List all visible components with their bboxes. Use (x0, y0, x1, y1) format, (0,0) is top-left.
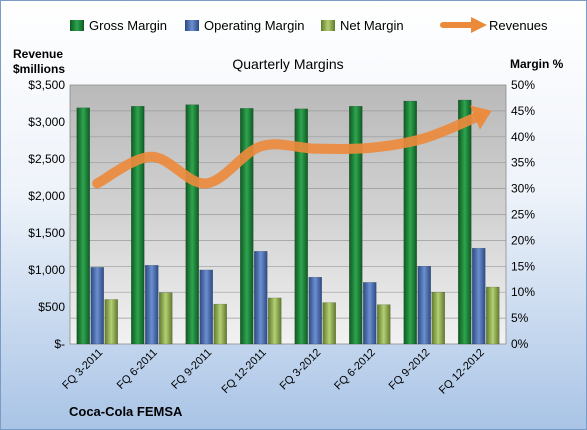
right-tick-label: 50% (511, 78, 535, 92)
left-tick-label: $2,500 (28, 152, 65, 166)
bar-operating-margin (90, 267, 104, 345)
x-tick-label: FQ 6-2011 (115, 347, 160, 392)
bar-operating-margin (254, 251, 268, 345)
x-tick-label: FQ 12-2012 (437, 347, 487, 397)
bars (76, 99, 500, 345)
x-tick-label: FQ 6-2012 (332, 347, 378, 393)
x-tick-label: FQ 3-2012 (278, 347, 324, 393)
revenue-line-path (92, 111, 484, 189)
right-tick-label: 5% (511, 311, 529, 325)
right-axis-label: Margin % (510, 57, 564, 71)
left-tick-label: $1,500 (28, 226, 65, 240)
bar-operating-margin (308, 276, 322, 345)
company-label: Coca-Cola FEMSA (69, 404, 183, 419)
legend-label-operating-margin: Operating Margin (204, 18, 304, 33)
x-tick-label: FQ 9-2011 (169, 347, 214, 392)
left-axis-ticks: $- $500 $1,000 $1,500 $2,000 $2,500 $3,000 $3,5… (28, 78, 65, 351)
right-tick-label: 0% (511, 337, 529, 351)
bar-gross-margin (403, 100, 417, 345)
x-axis-ticks: FQ 3-2011 FQ 6-2011 FQ 9-2011 FQ 12-2011 FQ … (60, 347, 487, 397)
x-tick-label: FQ 12-2011 (219, 347, 268, 396)
bar-operating-margin (363, 282, 377, 345)
revenue-line (92, 105, 492, 189)
right-tick-label: 15% (511, 259, 535, 273)
right-tick-label: 30% (511, 182, 535, 196)
bar-gross-margin (240, 108, 254, 345)
bar-operating-margin (145, 265, 159, 345)
bar-gross-margin (76, 107, 90, 345)
chart-title: Quarterly Margins (232, 56, 343, 72)
legend-swatch-gross-margin (70, 20, 84, 31)
bar-net-margin (486, 286, 500, 345)
bar-net-margin (322, 302, 336, 345)
bar-net-margin (431, 291, 445, 345)
right-tick-label: 45% (511, 104, 535, 118)
bar-net-margin (159, 292, 173, 345)
left-tick-label: $1,000 (28, 263, 65, 277)
bar-net-margin (104, 299, 118, 345)
bar-gross-margin (294, 108, 308, 345)
legend-swatch-revenues (440, 17, 487, 33)
left-tick-label: $2,000 (28, 189, 65, 203)
bar-net-margin (268, 297, 282, 345)
x-tick-label: FQ 3-2011 (60, 347, 105, 392)
legend: Gross Margin Operating Margin Net Margin… (70, 17, 548, 33)
bar-gross-margin (458, 99, 472, 345)
left-tick-label: $3,500 (28, 78, 65, 92)
bar-net-margin (213, 303, 227, 345)
bar-net-margin (377, 304, 391, 345)
left-axis-label-line2: $millions (13, 62, 65, 76)
left-axis-label-line1: Revenue (13, 47, 63, 61)
bar-operating-margin (199, 269, 213, 345)
legend-label-revenues: Revenues (489, 18, 548, 33)
left-tick-label: $- (54, 337, 65, 351)
left-tick-label: $500 (38, 300, 65, 314)
x-tick-label: FQ 9-2012 (387, 347, 433, 393)
right-axis-ticks: 0% 5% 10% 15% 20% 25% 30% 35% 40% 45% 50% (511, 78, 535, 351)
legend-swatch-net-margin (321, 20, 335, 31)
right-tick-label: 20% (511, 233, 535, 247)
bar-gross-margin (131, 105, 145, 345)
bar-gross-margin (185, 104, 199, 345)
legend-label-gross-margin: Gross Margin (89, 18, 167, 33)
legend-swatch-operating-margin (185, 20, 199, 31)
right-tick-label: 10% (511, 285, 535, 299)
right-tick-label: 35% (511, 156, 535, 170)
revenue-arrowhead (470, 105, 492, 130)
right-tick-label: 40% (511, 130, 535, 144)
bar-operating-margin (417, 266, 431, 345)
legend-label-net-margin: Net Margin (340, 18, 404, 33)
bar-operating-margin (472, 247, 486, 345)
right-tick-label: 25% (511, 208, 535, 222)
left-tick-label: $3,000 (28, 115, 65, 129)
bar-gross-margin (349, 105, 363, 345)
